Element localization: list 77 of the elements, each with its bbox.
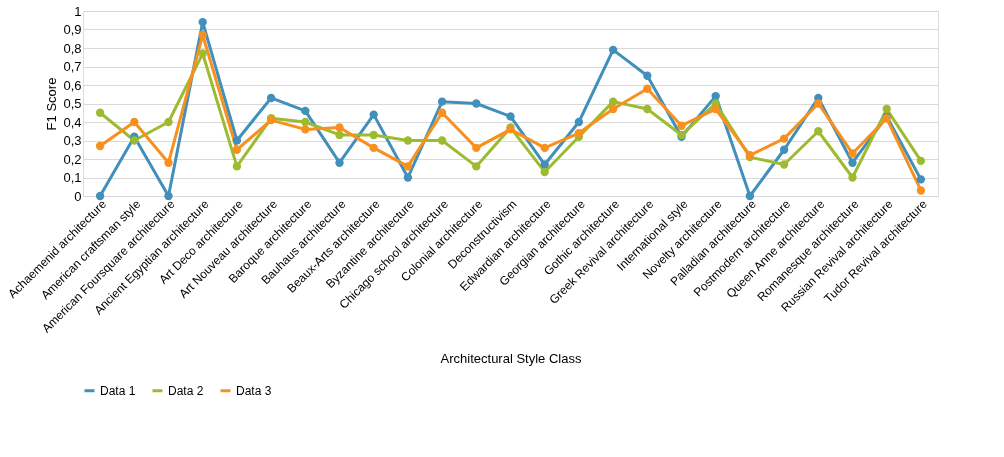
point (301, 125, 310, 134)
point (814, 127, 823, 136)
point (198, 49, 207, 58)
point (916, 156, 926, 166)
point (403, 136, 413, 145)
y-tick-label: 0,2 (63, 151, 82, 167)
point (232, 162, 242, 171)
y-tick-label: 0 (74, 188, 82, 204)
point (437, 108, 447, 117)
point (301, 117, 310, 127)
point (540, 160, 549, 169)
point (164, 117, 173, 127)
point (232, 145, 242, 154)
point (437, 97, 447, 106)
point (403, 173, 413, 182)
legend-label: Data 3 (236, 383, 272, 398)
point (335, 123, 344, 132)
point (198, 17, 207, 27)
point (916, 175, 926, 184)
point (848, 149, 857, 158)
y-tick-label: 0,4 (63, 114, 82, 130)
point (745, 191, 755, 201)
point (95, 108, 105, 117)
y-tick-label: 0,8 (63, 40, 82, 56)
point (437, 136, 447, 145)
point (779, 145, 789, 154)
point (95, 191, 105, 201)
point (608, 104, 618, 114)
point (472, 162, 481, 171)
point (369, 143, 378, 153)
point (574, 128, 584, 138)
point (335, 130, 344, 140)
point (882, 104, 891, 114)
point (506, 112, 515, 121)
y-tick-label: 0,6 (63, 77, 82, 93)
point (779, 160, 789, 169)
point (232, 136, 242, 145)
y-tick-label: 0,1 (63, 170, 82, 185)
legend-label: Data 1 (100, 383, 136, 398)
point (130, 117, 139, 127)
point (403, 162, 413, 171)
point (540, 143, 549, 153)
y-tick-label: 0,7 (63, 59, 82, 74)
y-tick-label: 0,5 (63, 96, 82, 111)
point (779, 134, 789, 143)
point (677, 121, 686, 130)
point (472, 143, 481, 153)
x-axis-title: Architectural Style Class (440, 350, 582, 366)
point (301, 106, 310, 116)
point (848, 158, 857, 167)
point (711, 91, 720, 101)
point (130, 136, 139, 145)
point (643, 84, 652, 93)
point (608, 97, 618, 106)
point (916, 186, 926, 195)
y-tick-label: 1 (74, 3, 82, 19)
legend-label: Data 2 (168, 383, 204, 398)
point (711, 104, 720, 114)
y-tick-label: 0,9 (63, 22, 82, 37)
point (848, 173, 857, 182)
point (574, 117, 584, 127)
point (335, 158, 344, 167)
point (540, 167, 549, 177)
point (814, 99, 823, 108)
point (95, 141, 105, 151)
point (643, 104, 652, 114)
point (198, 30, 207, 40)
y-tick-label: 0,3 (63, 133, 82, 148)
point (369, 110, 378, 119)
point (164, 191, 173, 201)
point (472, 99, 481, 108)
y-axis-title: F1 Score (44, 77, 60, 131)
point (643, 71, 652, 80)
point (266, 93, 276, 103)
point (608, 45, 618, 55)
point (164, 158, 173, 167)
point (369, 130, 378, 140)
